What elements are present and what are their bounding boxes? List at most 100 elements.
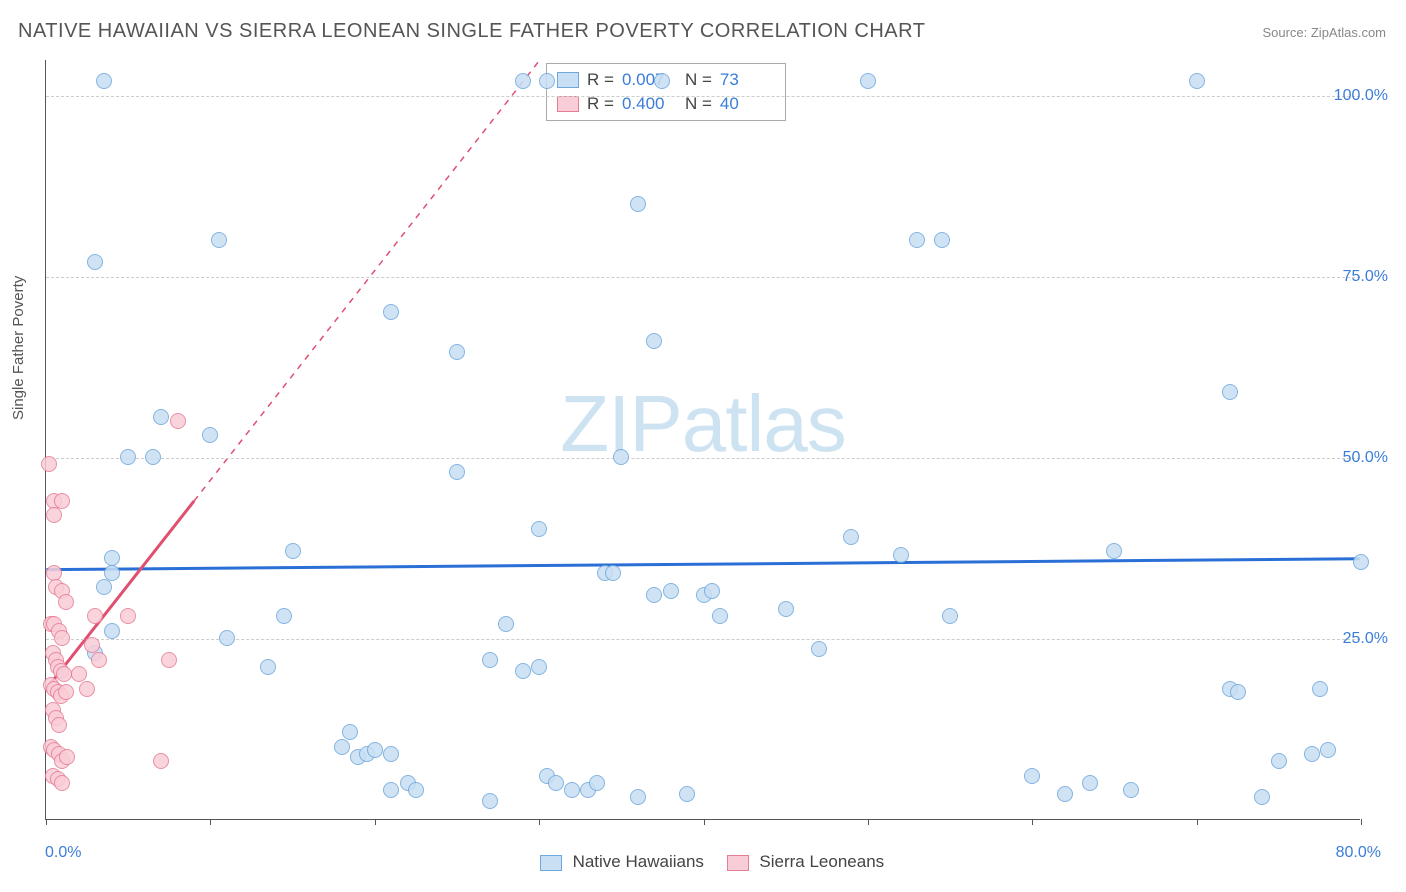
data-point bbox=[276, 608, 292, 624]
watermark: ZIPatlas bbox=[560, 378, 845, 470]
data-point bbox=[630, 196, 646, 212]
chart-plot-area: ZIPatlas R =0.007N =73R =0.400N =40 bbox=[45, 60, 1360, 820]
data-point bbox=[548, 775, 564, 791]
gridline-h bbox=[46, 458, 1360, 459]
data-point bbox=[1024, 768, 1040, 784]
x-tick bbox=[1032, 819, 1033, 825]
data-point bbox=[96, 579, 112, 595]
data-point bbox=[646, 333, 662, 349]
data-point bbox=[145, 449, 161, 465]
data-point bbox=[1353, 554, 1369, 570]
data-point bbox=[654, 73, 670, 89]
data-point bbox=[630, 789, 646, 805]
data-point bbox=[605, 565, 621, 581]
data-point bbox=[1106, 543, 1122, 559]
data-point bbox=[120, 608, 136, 624]
data-point bbox=[56, 666, 72, 682]
gridline-h bbox=[46, 96, 1360, 97]
data-point bbox=[211, 232, 227, 248]
data-point bbox=[1271, 753, 1287, 769]
data-point bbox=[334, 739, 350, 755]
data-point bbox=[54, 630, 70, 646]
x-tick bbox=[539, 819, 540, 825]
data-point bbox=[260, 659, 276, 675]
data-point bbox=[449, 464, 465, 480]
data-point bbox=[811, 641, 827, 657]
data-point bbox=[1123, 782, 1139, 798]
chart-title: NATIVE HAWAIIAN VS SIERRA LEONEAN SINGLE… bbox=[18, 20, 925, 43]
data-point bbox=[679, 786, 695, 802]
data-point bbox=[778, 601, 794, 617]
legend-label-hawaiians: Native Hawaiians bbox=[573, 852, 704, 871]
data-point bbox=[342, 724, 358, 740]
data-point bbox=[942, 608, 958, 624]
data-point bbox=[153, 409, 169, 425]
data-point bbox=[704, 583, 720, 599]
legend-swatch-hawaiians bbox=[540, 855, 562, 871]
x-tick bbox=[1197, 819, 1198, 825]
x-tick bbox=[704, 819, 705, 825]
data-point bbox=[104, 623, 120, 639]
data-point bbox=[383, 746, 399, 762]
data-point bbox=[46, 507, 62, 523]
data-point bbox=[58, 594, 74, 610]
data-point bbox=[1230, 684, 1246, 700]
data-point bbox=[71, 666, 87, 682]
data-point bbox=[120, 449, 136, 465]
legend-label-sierra: Sierra Leoneans bbox=[759, 852, 884, 871]
data-point bbox=[860, 73, 876, 89]
data-point bbox=[712, 608, 728, 624]
data-point bbox=[79, 681, 95, 697]
data-point bbox=[515, 73, 531, 89]
data-point bbox=[1189, 73, 1205, 89]
data-point bbox=[59, 749, 75, 765]
y-tick-label: 50.0% bbox=[1343, 449, 1388, 467]
data-point bbox=[91, 652, 107, 668]
data-point bbox=[219, 630, 235, 646]
data-point bbox=[482, 793, 498, 809]
data-point bbox=[58, 684, 74, 700]
data-point bbox=[96, 73, 112, 89]
data-point bbox=[54, 493, 70, 509]
y-axis-label: Single Father Poverty bbox=[10, 276, 27, 420]
data-point bbox=[613, 449, 629, 465]
data-point bbox=[41, 456, 57, 472]
data-point bbox=[589, 775, 605, 791]
x-tick bbox=[1361, 819, 1362, 825]
legend-stats: R =0.007N =73R =0.400N =40 bbox=[546, 63, 786, 121]
data-point bbox=[531, 521, 547, 537]
source-attribution: Source: ZipAtlas.com bbox=[1262, 25, 1386, 40]
data-point bbox=[54, 775, 70, 791]
data-point bbox=[1320, 742, 1336, 758]
y-tick-label: 100.0% bbox=[1334, 87, 1388, 105]
data-point bbox=[383, 304, 399, 320]
data-point bbox=[843, 529, 859, 545]
legend-swatch-sierra bbox=[727, 855, 749, 871]
data-point bbox=[1304, 746, 1320, 762]
gridline-h bbox=[46, 639, 1360, 640]
data-point bbox=[498, 616, 514, 632]
data-point bbox=[1254, 789, 1270, 805]
data-point bbox=[1057, 786, 1073, 802]
data-point bbox=[482, 652, 498, 668]
y-tick-label: 75.0% bbox=[1343, 268, 1388, 286]
data-point bbox=[104, 565, 120, 581]
x-tick bbox=[210, 819, 211, 825]
data-point bbox=[564, 782, 580, 798]
data-point bbox=[161, 652, 177, 668]
data-point bbox=[909, 232, 925, 248]
data-point bbox=[449, 344, 465, 360]
gridline-h bbox=[46, 277, 1360, 278]
data-point bbox=[153, 753, 169, 769]
data-point bbox=[383, 782, 399, 798]
data-point bbox=[285, 543, 301, 559]
legend-series: Native Hawaiians Sierra Leoneans bbox=[0, 852, 1406, 872]
data-point bbox=[87, 254, 103, 270]
trend-lines-svg bbox=[46, 60, 1360, 819]
data-point bbox=[408, 782, 424, 798]
data-point bbox=[539, 73, 555, 89]
y-tick-label: 25.0% bbox=[1343, 630, 1388, 648]
data-point bbox=[1312, 681, 1328, 697]
data-point bbox=[1222, 384, 1238, 400]
data-point bbox=[1082, 775, 1098, 791]
